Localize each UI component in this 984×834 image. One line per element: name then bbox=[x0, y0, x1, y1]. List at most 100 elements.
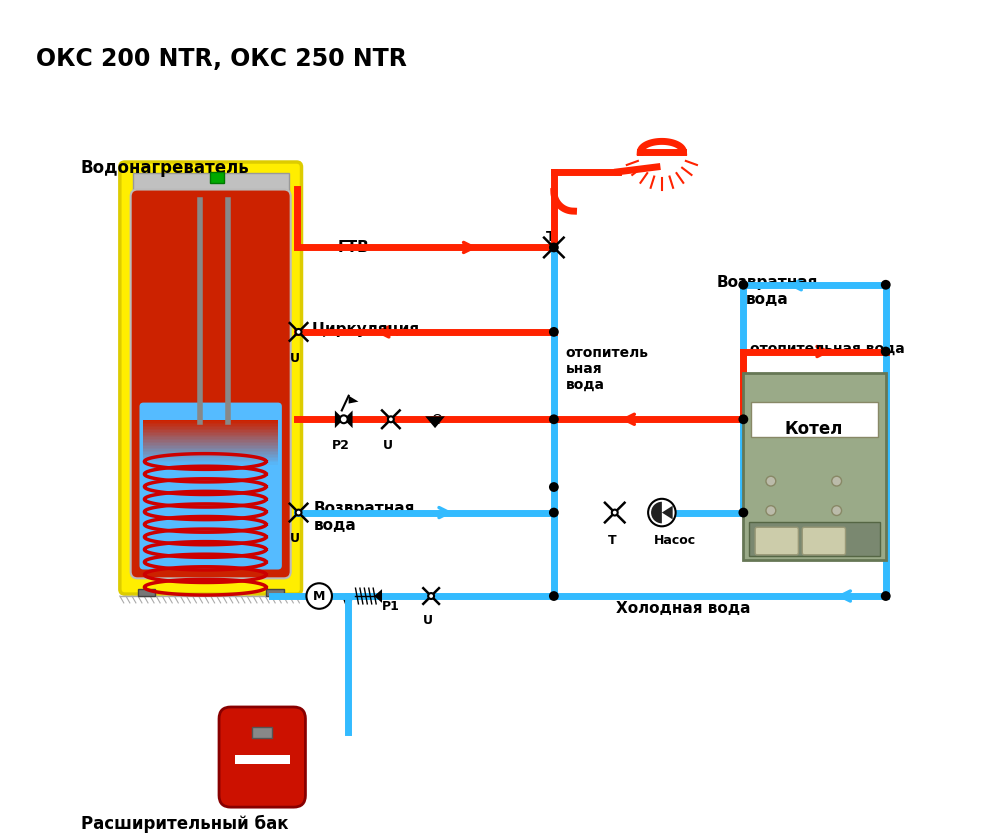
Polygon shape bbox=[343, 410, 352, 428]
Polygon shape bbox=[348, 395, 358, 404]
Text: P2: P2 bbox=[332, 439, 349, 452]
Circle shape bbox=[831, 476, 841, 486]
Text: U: U bbox=[423, 614, 433, 626]
Text: P1: P1 bbox=[382, 600, 400, 613]
Text: O: O bbox=[432, 414, 443, 427]
Bar bbox=[266, 589, 283, 596]
Bar bbox=[749, 522, 880, 555]
Text: Возвратная
вода: Возвратная вода bbox=[716, 275, 818, 308]
Bar bbox=[144, 455, 277, 458]
Circle shape bbox=[549, 414, 559, 425]
Circle shape bbox=[388, 416, 394, 422]
Bar bbox=[133, 173, 288, 194]
Bar bbox=[144, 448, 277, 450]
Text: U: U bbox=[289, 351, 300, 364]
Bar bbox=[144, 433, 277, 435]
Text: Возвратная
вода: Возвратная вода bbox=[313, 500, 414, 533]
Circle shape bbox=[766, 476, 775, 486]
Bar bbox=[144, 438, 277, 440]
Bar bbox=[144, 436, 277, 439]
Text: Циркуляция: Циркуляция bbox=[311, 322, 419, 337]
Wedge shape bbox=[651, 502, 662, 524]
Bar bbox=[144, 442, 277, 445]
Bar bbox=[253, 726, 272, 738]
Circle shape bbox=[295, 329, 301, 334]
Circle shape bbox=[766, 505, 775, 515]
Bar bbox=[144, 458, 277, 460]
Circle shape bbox=[831, 505, 841, 515]
Polygon shape bbox=[374, 589, 382, 603]
Bar bbox=[144, 463, 277, 465]
Bar bbox=[751, 402, 878, 437]
Bar bbox=[211, 172, 224, 183]
Circle shape bbox=[549, 482, 559, 492]
Circle shape bbox=[738, 508, 748, 517]
Text: U: U bbox=[383, 439, 393, 452]
Bar bbox=[144, 461, 277, 464]
FancyBboxPatch shape bbox=[802, 527, 845, 555]
Bar bbox=[235, 755, 289, 764]
Bar bbox=[144, 440, 277, 443]
Circle shape bbox=[881, 591, 891, 601]
Bar bbox=[144, 425, 277, 427]
Circle shape bbox=[549, 243, 559, 253]
FancyBboxPatch shape bbox=[755, 527, 798, 555]
Bar bbox=[144, 429, 277, 431]
Text: Расширительный бак: Расширительный бак bbox=[81, 815, 288, 833]
Text: ОКС 200 NTR, ОКС 250 NTR: ОКС 200 NTR, ОКС 250 NTR bbox=[36, 48, 407, 71]
Text: T: T bbox=[607, 534, 616, 547]
Bar bbox=[144, 423, 277, 425]
Circle shape bbox=[549, 508, 559, 517]
Text: Холодная вода: Холодная вода bbox=[616, 601, 750, 616]
Bar bbox=[144, 435, 277, 437]
Bar bbox=[144, 450, 277, 452]
Text: Водонагреватель: Водонагреватель bbox=[81, 159, 249, 177]
Text: T: T bbox=[546, 230, 556, 244]
Text: отопитель
ьная
вода: отопитель ьная вода bbox=[566, 345, 648, 392]
Bar bbox=[144, 439, 277, 441]
Polygon shape bbox=[662, 505, 673, 520]
Circle shape bbox=[612, 510, 618, 515]
FancyBboxPatch shape bbox=[131, 189, 290, 578]
Text: Насос: Насос bbox=[654, 534, 696, 547]
Circle shape bbox=[738, 280, 748, 289]
Circle shape bbox=[549, 327, 559, 337]
Circle shape bbox=[549, 591, 559, 601]
Bar bbox=[144, 452, 277, 455]
Circle shape bbox=[648, 499, 676, 526]
Circle shape bbox=[295, 510, 301, 515]
Text: Котел: Котел bbox=[785, 420, 843, 438]
Bar bbox=[144, 444, 277, 446]
Bar bbox=[144, 454, 277, 456]
Text: U: U bbox=[289, 532, 300, 545]
Bar bbox=[144, 450, 277, 453]
Text: M: M bbox=[313, 590, 326, 602]
Text: ГТВ: ГТВ bbox=[338, 239, 370, 254]
Bar bbox=[144, 446, 277, 449]
Circle shape bbox=[881, 347, 891, 356]
Circle shape bbox=[738, 414, 748, 425]
Text: отопительная вода: отопительная вода bbox=[750, 342, 905, 356]
Bar bbox=[144, 420, 277, 422]
Circle shape bbox=[881, 280, 891, 289]
Bar bbox=[144, 430, 277, 433]
FancyBboxPatch shape bbox=[743, 373, 886, 560]
Bar bbox=[144, 427, 277, 430]
Polygon shape bbox=[335, 410, 343, 428]
FancyBboxPatch shape bbox=[219, 707, 305, 807]
Circle shape bbox=[306, 583, 332, 609]
Bar bbox=[138, 589, 155, 596]
Bar bbox=[144, 425, 277, 428]
Polygon shape bbox=[425, 416, 445, 428]
Bar bbox=[144, 460, 277, 462]
Circle shape bbox=[428, 593, 434, 599]
Circle shape bbox=[339, 415, 347, 423]
Bar bbox=[144, 431, 277, 434]
Bar bbox=[144, 456, 277, 459]
Text: V: V bbox=[342, 598, 352, 611]
FancyBboxPatch shape bbox=[140, 403, 281, 570]
FancyBboxPatch shape bbox=[120, 162, 301, 594]
Bar bbox=[144, 421, 277, 424]
Bar bbox=[144, 445, 277, 447]
Circle shape bbox=[551, 244, 557, 250]
